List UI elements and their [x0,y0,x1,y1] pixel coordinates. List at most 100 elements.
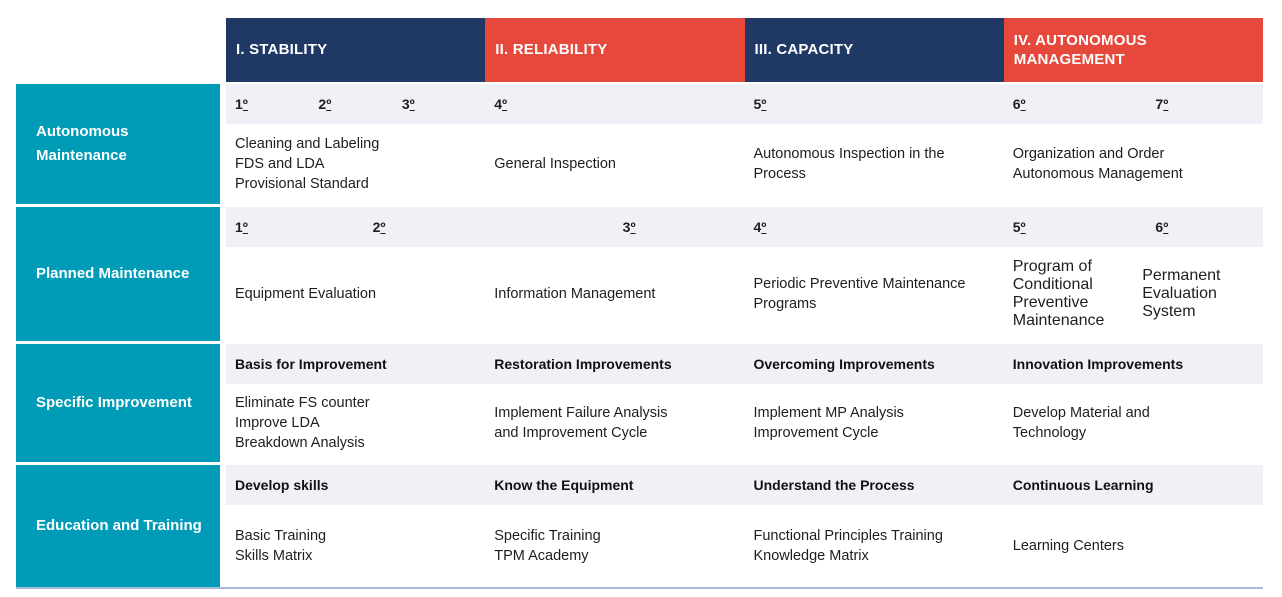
ordinal-mark: º [242,96,248,112]
subtitle-reliability: Restoration Improvements [485,344,744,384]
row-specific-improvement: Specific Improvement Basis for Improveme… [16,344,1263,462]
subtitle-capacity: Overcoming Improvements [745,344,1004,384]
step-number: 4º [753,219,767,235]
phase-header-label: II. RELIABILITY [495,41,608,59]
cell-capacity: Functional Principles Training Knowledge… [745,505,1004,587]
ordinal-mark: º [1163,219,1169,235]
subtitle-reliability: Know the Equipment [485,465,744,505]
ordinal-mark: º [242,219,248,235]
ordinal-mark: º [761,96,767,112]
cell-text: Organization and Order Autonomous Manage… [1012,146,1183,182]
row-label-text: Planned Maintenance [36,265,190,282]
step-number: 2º [372,219,386,235]
cell-reliability: Information Management [485,247,744,341]
steps-stability: 1º 2º 3º [226,84,485,124]
step-number: 6º [1155,219,1169,235]
row-label-text: Education and Training [36,517,202,534]
step-number: 2º [318,96,332,112]
subtitle-stability: Develop skills [226,465,485,505]
subtitle-text: Basis for Improvement [235,356,387,372]
cell-reliability: Specific Training TPM Academy [485,505,744,587]
step-number: 4º [494,96,508,112]
phase-header-stability: I. STABILITY [226,18,486,82]
row-autonomous-maintenance: Autonomous Maintenance 1º 2º 3º 4º 5º [16,84,1263,204]
step-number: 3º [401,96,415,112]
row-education-and-training: Education and Training Develop skills Kn… [16,465,1263,587]
ordinal-mark: º [326,96,332,112]
row-body: Develop skills Know the Equipment Unders… [226,465,1263,587]
cell-stability: Equipment Evaluation [226,247,485,341]
steps-reliability: 4º [485,84,744,124]
cell-capacity: Periodic Preventive Maintenance Programs [745,247,1004,341]
row-label-text: Autonomous Maintenance [36,123,129,164]
subtitle-text: Innovation Improvements [1012,356,1184,372]
content-band: Cleaning and Labeling FDS and LDA Provis… [226,124,1263,204]
ordinal-mark: º [409,96,415,112]
subtitle-text: Develop skills [235,477,329,493]
steps-capacity: 5º [745,84,1004,124]
subtitle-capacity: Understand the Process [745,465,1004,505]
cell-text: Program of Conditional Preventive Mainte… [1012,258,1105,329]
row-label-specific-improvement: Specific Improvement [16,344,220,462]
step-number: 5º [1012,219,1026,235]
phase-header-capacity: III. CAPACITY [744,18,1004,82]
subtitle-autonomous-management: Innovation Improvements [1004,344,1263,384]
step-number: 6º [1012,96,1026,112]
cell-autonomous-management: Develop Material and Technology [1004,384,1263,462]
steps-stability: 1º 2º [226,207,485,247]
cell-autonomous-management: Learning Centers [1004,505,1263,587]
ordinal-mark: º [502,96,508,112]
cell-reliability: General Inspection [485,124,744,204]
cell-text: Information Management [494,286,656,302]
row-label-planned-maintenance: Planned Maintenance [16,207,220,341]
cell-text: Functional Principles Training Knowledge… [753,528,943,564]
phase-header-row: I. STABILITY II. RELIABILITY III. CAPACI… [226,18,1263,82]
subtitle-text: Understand the Process [753,477,915,493]
phase-header-autonomous-management: IV. AUTONOMOUS MANAGEMENT [1003,18,1263,82]
steps-capacity: 4º [745,207,1004,247]
row-planned-maintenance: Planned Maintenance 1º 2º 3º 4º 5º [16,207,1263,341]
cell-text: Equipment Evaluation [235,286,377,302]
tpm-table: I. STABILITY II. RELIABILITY III. CAPACI… [16,18,1263,589]
steps-autonomous-management: 5º 6º [1004,207,1263,247]
steps-autonomous-management: 6º 7º [1004,84,1263,124]
ordinal-mark: º [1163,96,1169,112]
cell-text: Autonomous Inspection in the Process [753,146,945,182]
step-number: 1º [235,96,248,112]
table-bottom-divider [16,587,1263,589]
content-band: Equipment Evaluation Information Managem… [226,247,1263,341]
cell-text: Specific Training TPM Academy [494,528,601,564]
row-label-education-and-training: Education and Training [16,465,220,587]
row-label-text: Specific Improvement [36,394,192,411]
cell-reliability: Implement Failure Analysis and Improveme… [485,384,744,462]
cell-stability: Basic Training Skills Matrix [226,505,485,587]
cell-text: Cleaning and Labeling FDS and LDA Provis… [235,136,380,192]
subtitle-text: Know the Equipment [494,477,634,493]
row-label-autonomous-maintenance: Autonomous Maintenance [16,84,220,204]
cell-capacity: Implement MP Analysis Improvement Cycle [745,384,1004,462]
cell-stability: Eliminate FS counter Improve LDA Breakdo… [226,384,485,462]
ordinal-mark: º [1020,96,1026,112]
subtitle-autonomous-management: Continuous Learning [1004,465,1263,505]
ordinal-mark: º [1020,219,1026,235]
step-number: 5º [753,96,767,112]
subtitle-stability: Basis for Improvement [226,344,485,384]
phase-header-label: I. STABILITY [236,41,328,59]
step-number: 1º [235,219,248,235]
cell-autonomous-management: Program of Conditional Preventive Mainte… [1004,247,1263,341]
subtitle-text: Overcoming Improvements [753,356,935,372]
cell-sub-left: Program of Conditional Preventive Mainte… [1013,251,1142,337]
steps-reliability: 3º [485,207,744,247]
step-number: 3º [622,219,636,235]
ordinal-mark: º [630,219,636,235]
subtitle-text: Continuous Learning [1012,477,1154,493]
step-band: 1º 2º 3º 4º 5º 6º 7º [226,84,1263,124]
phase-header-label: IV. AUTONOMOUS MANAGEMENT [1013,31,1147,69]
content-band: Basic Training Skills Matrix Specific Tr… [226,505,1263,587]
cell-text: Periodic Preventive Maintenance Programs [753,276,966,312]
subtitle-text: Restoration Improvements [494,356,672,372]
ordinal-mark: º [761,219,767,235]
title-band: Basis for Improvement Restoration Improv… [226,344,1263,384]
step-band: 1º 2º 3º 4º 5º 6º [226,207,1263,247]
